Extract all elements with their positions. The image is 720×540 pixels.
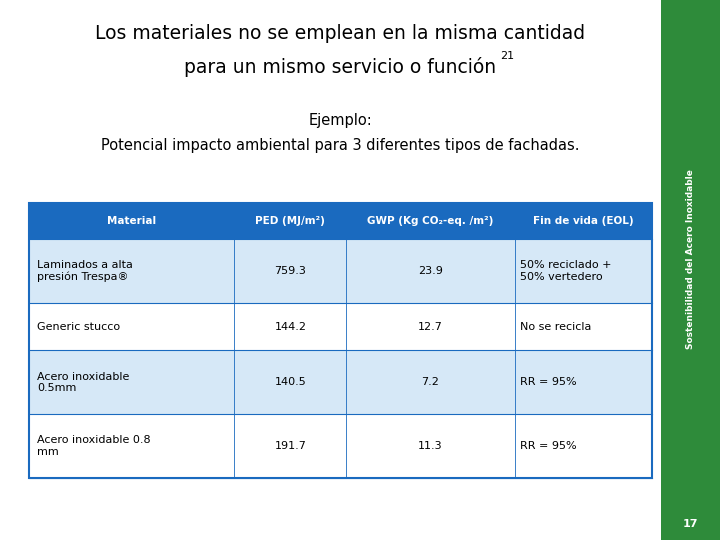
Text: 140.5: 140.5 [274, 377, 306, 387]
Text: 759.3: 759.3 [274, 266, 306, 276]
Text: RR = 95%: RR = 95% [521, 441, 577, 451]
Text: 11.3: 11.3 [418, 441, 443, 451]
Text: Fin de vida (EOL): Fin de vida (EOL) [533, 216, 634, 226]
Bar [29, 414, 652, 478]
Text: Los materiales no se emplean en la misma cantidad: Los materiales no se emplean en la misma… [95, 24, 585, 43]
Text: Ejemplo:: Ejemplo: [308, 113, 372, 129]
Text: 191.7: 191.7 [274, 441, 306, 451]
Text: Material: Material [107, 216, 156, 226]
Bar [29, 202, 652, 239]
Text: Sostenibilidad del Acero Inoxidable: Sostenibilidad del Acero Inoxidable [686, 169, 695, 349]
Text: Acero inoxidable 0.8
mm: Acero inoxidable 0.8 mm [37, 435, 151, 457]
Bar [29, 239, 652, 303]
Text: Generic stucco: Generic stucco [37, 322, 120, 332]
Text: Acero inoxidable
0.5mm: Acero inoxidable 0.5mm [37, 372, 130, 393]
Text: 7.2: 7.2 [422, 377, 439, 387]
Text: GWP (Kg CO₂-eq. /m²): GWP (Kg CO₂-eq. /m²) [367, 216, 494, 226]
Text: 144.2: 144.2 [274, 322, 307, 332]
Text: 23.9: 23.9 [418, 266, 443, 276]
Text: 12.7: 12.7 [418, 322, 443, 332]
Text: No se recicla: No se recicla [521, 322, 592, 332]
Bar [29, 202, 652, 478]
Bar [29, 303, 652, 350]
Bar [661, 0, 720, 540]
Text: RR = 95%: RR = 95% [521, 377, 577, 387]
Text: Potencial impacto ambiental para 3 diferentes tipos de fachadas.: Potencial impacto ambiental para 3 difer… [101, 138, 580, 153]
Bar [29, 350, 652, 414]
Text: PED (MJ/m²): PED (MJ/m²) [256, 216, 325, 226]
Text: 21: 21 [500, 51, 515, 62]
Text: 50% reciclado +
50% vertedero: 50% reciclado + 50% vertedero [521, 260, 612, 282]
Text: Laminados a alta
presión Trespa®: Laminados a alta presión Trespa® [37, 260, 133, 282]
Text: 17: 17 [683, 519, 698, 529]
Text: para un mismo servicio o función: para un mismo servicio o función [184, 57, 496, 77]
